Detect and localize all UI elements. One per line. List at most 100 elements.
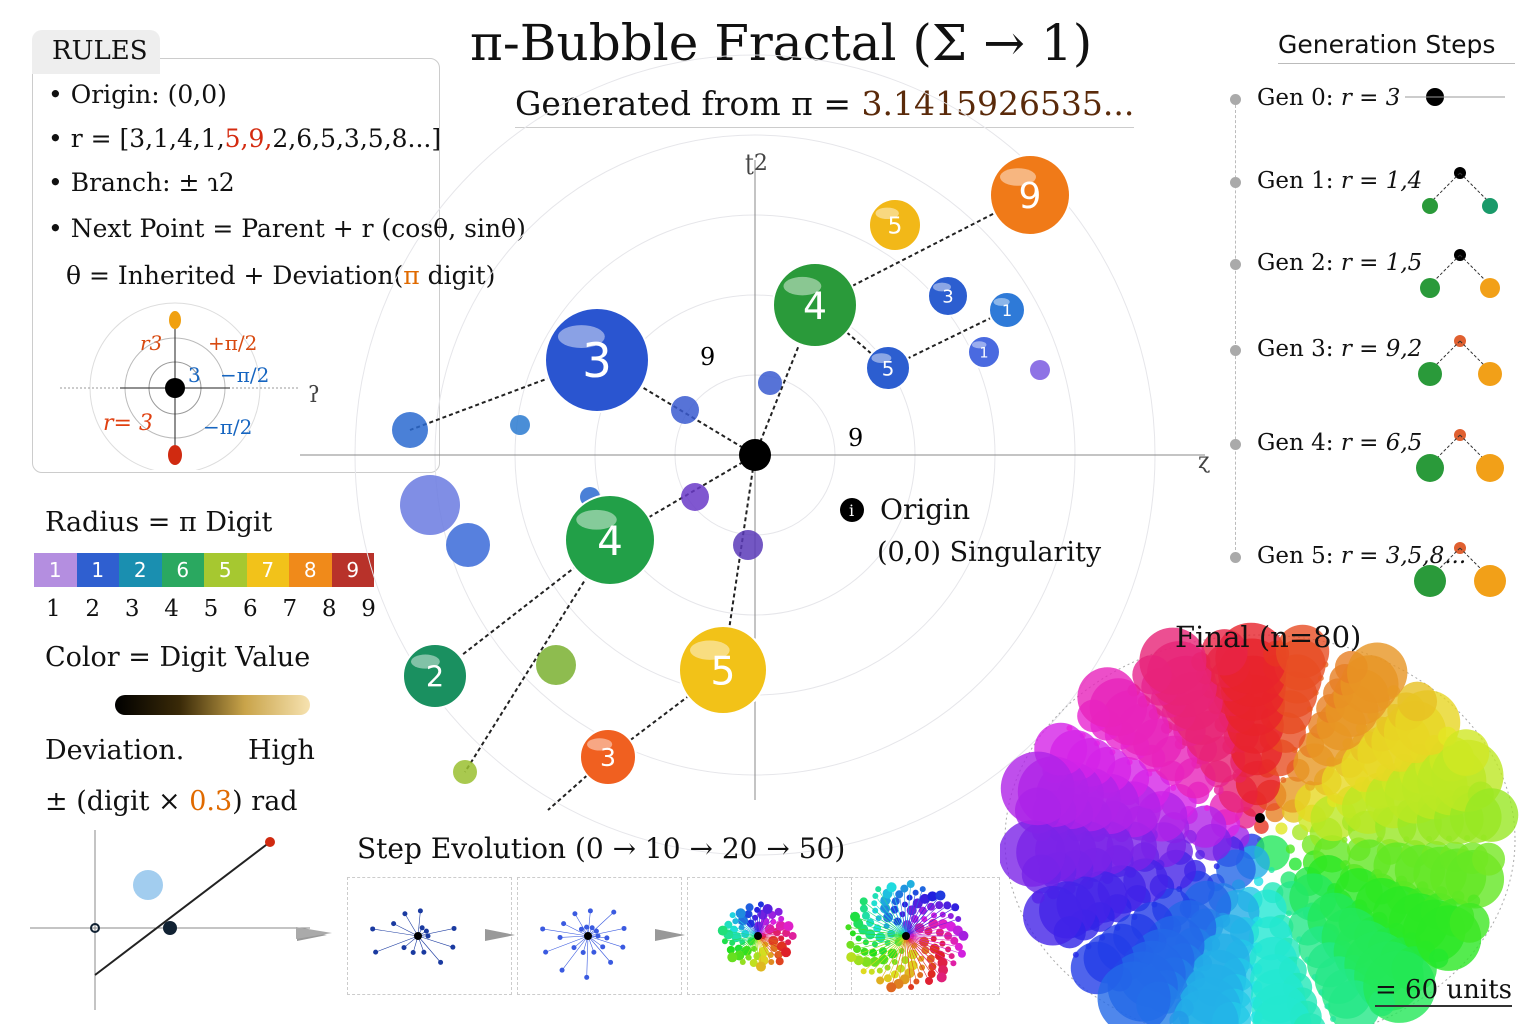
label-plus-pi2: +π/2 <box>208 331 257 355</box>
digit-bubble: 2 <box>402 643 468 709</box>
evolution-thumbnail <box>517 877 682 995</box>
small-bubble <box>446 523 490 567</box>
origin-point <box>739 439 771 471</box>
bubble-digit: 3 <box>600 743 616 772</box>
small-bubble <box>510 415 530 435</box>
generation-steps-title: Generation Steps <box>1278 30 1516 64</box>
small-bubble <box>392 412 428 448</box>
theta-prefix: θ = Inherited + Deviation( <box>66 261 404 290</box>
axis-right-label: ɀ <box>1198 449 1210 474</box>
rule-origin: • Origin: (0,0) <box>48 80 227 109</box>
final-bubble <box>1330 1015 1337 1022</box>
deviation-formula: ± (digit × 0.3) rad <box>45 786 298 817</box>
step-r: r = 3,5,8... <box>1340 543 1467 569</box>
digit-bubble: 4 <box>564 494 656 586</box>
rules-panel <box>32 58 440 473</box>
final-bubble <box>1449 902 1490 943</box>
bubble-digit: 9 <box>1019 176 1042 217</box>
bubble-digit: 1 <box>1002 301 1012 320</box>
step-tree-icon <box>1416 429 1504 482</box>
small-bubble <box>400 475 460 535</box>
rule-branch: • Branch: ± ɿ2 <box>48 168 235 197</box>
high-label: High <box>248 735 315 766</box>
digit-bubble: 4 <box>772 262 858 348</box>
label-three: 3 <box>188 363 201 387</box>
axis-left-label: ʔ <box>308 383 320 408</box>
step-r: r = 1,4 <box>1340 168 1423 194</box>
color-swatch: 9 <box>331 553 374 587</box>
final-bubble <box>1280 777 1287 784</box>
color-swatch: 2 <box>119 553 162 587</box>
theta-pi: π <box>403 261 420 290</box>
origin-dot <box>165 378 185 398</box>
tick-label: 3 <box>124 596 140 622</box>
tick-label: 6 <box>243 596 258 622</box>
free-digit-label: 9 <box>700 343 715 371</box>
final-bubble <box>1077 667 1138 728</box>
pi-value: 3.1415926535... <box>861 84 1135 123</box>
final-bubble <box>1368 989 1395 1017</box>
label-r-top: r3 <box>140 331 162 355</box>
final-bubble <box>1285 910 1292 917</box>
final-bubble <box>1172 989 1239 1024</box>
final-bubble <box>1275 624 1330 679</box>
free-digit-label: 9 <box>848 424 863 452</box>
step-tree-icon <box>1420 249 1500 298</box>
step-r: r = 9,2 <box>1340 336 1423 362</box>
color-swatch: 1 <box>76 553 119 587</box>
final-bubble <box>1066 725 1073 732</box>
bubble-digit: 5 <box>888 212 903 240</box>
subtitle: Generated from π = 3.1415926535... <box>515 84 1135 128</box>
final-bubble <box>1097 961 1171 1024</box>
step-r: r = 3 <box>1340 85 1401 111</box>
final-bubble <box>1213 863 1220 870</box>
formula-prefix: ± (digit × <box>45 786 190 817</box>
final-bubble <box>1031 890 1045 904</box>
small-bubble <box>536 645 576 685</box>
subtitle-prefix: Generated from π = <box>515 84 862 123</box>
info-icon: i <box>840 498 864 522</box>
step-label: Gen 2: <box>1257 250 1341 276</box>
final-bubble <box>1252 995 1312 1024</box>
r-red-1: 5, <box>224 124 249 153</box>
step-tree-icon <box>1422 167 1498 214</box>
generation-step: Gen 3: r = 9,2 <box>1230 336 1422 362</box>
radius-legend-title: Radius = π Digit <box>45 507 273 538</box>
digit-bubble: 9 <box>989 154 1071 236</box>
deviation-label: Deviation. <box>45 735 185 766</box>
color-swatch: 8 <box>289 553 332 587</box>
color-swatch: 7 <box>246 553 289 587</box>
final-bubble <box>1253 876 1264 887</box>
step-r: r = 1,5 <box>1340 250 1423 276</box>
formula-value: 0.3 <box>189 786 233 817</box>
step-bullet-icon <box>1230 438 1241 450</box>
axis-top-label: ʈ2 <box>745 151 768 176</box>
step-bullet-icon <box>1230 176 1241 188</box>
generation-step: Gen 5: r = 3,5,8... <box>1230 543 1466 569</box>
value-gradient-bar <box>115 695 310 715</box>
rule-next-point: • Next Point = Parent + r (cosθ, sinθ) <box>48 214 526 243</box>
bubble-digit: 2 <box>426 660 444 694</box>
label-minus-pi2: −π/2 <box>220 363 269 387</box>
final-bubble <box>1341 836 1348 843</box>
final-bubble <box>1000 820 1066 887</box>
evolution-thumbnail <box>687 877 852 995</box>
generation-step: Gen 2: r = 1,5 <box>1230 250 1422 276</box>
final-bubble <box>1285 844 1295 854</box>
tick-label: 1 <box>46 596 61 622</box>
final-bubble <box>1170 784 1177 791</box>
final-bubble <box>1347 642 1408 703</box>
rule-r: • r = [3,1,4,1,5,9,2,6,5,3,5,8...] <box>48 124 441 153</box>
digit-bubble: 5 <box>865 345 911 391</box>
final-bubble <box>1072 951 1079 958</box>
arrow-right-icon <box>655 929 685 941</box>
tick-label: 9 <box>361 596 376 622</box>
deviation-example-plot <box>30 830 310 1010</box>
bubble-digit: 1 <box>979 345 988 361</box>
formula-suffix: ) rad <box>232 786 298 817</box>
final-bubble <box>1442 729 1490 776</box>
rule-theta: θ = Inherited + Deviation(π digit) <box>66 261 495 290</box>
origin-label: Origin <box>880 493 971 526</box>
r-prefix: • r = [3,1,4,1, <box>48 124 225 153</box>
